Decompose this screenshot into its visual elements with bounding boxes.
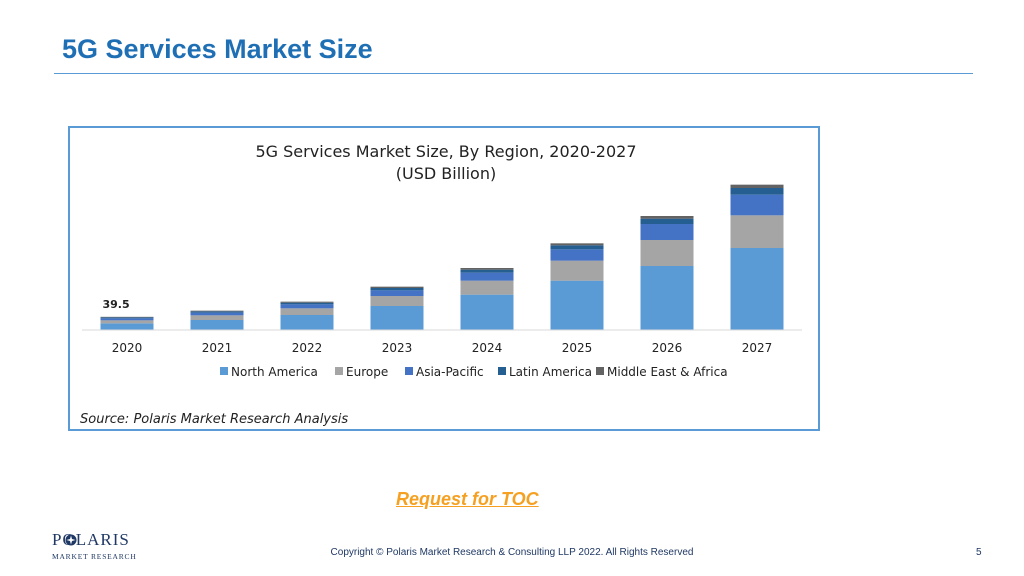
bar-north-america-2024 — [460, 294, 514, 330]
request-toc-link[interactable]: Request for TOC — [396, 489, 539, 509]
stacked-bar-chart: 2020 2021 2022 2023 2024 2025 2026 2027 39.5 Nort… — [82, 184, 802, 379]
logo-subtitle: MARKET RESEARCH — [52, 552, 137, 561]
x-tick-label-2027: 2027 — [742, 341, 773, 355]
bar-asia-pacific-2027 — [730, 194, 784, 216]
bar-asia-pacific-2022 — [280, 304, 334, 309]
x-tick-label-2020: 2020 — [112, 341, 143, 355]
chart-title: 5G Services Market Size, By Region, 2020… — [255, 142, 637, 161]
bar-asia-pacific-2024 — [460, 272, 514, 281]
polaris-logo: POLARIS MARKET RESEARCH — [52, 530, 142, 564]
legend-swatch-north-america — [220, 367, 228, 375]
bar-middle-east-africa-2021 — [190, 310, 244, 312]
x-tick-label-2026: 2026 — [652, 341, 683, 355]
bar-north-america-2023 — [370, 306, 424, 330]
bar-north-america-2027 — [730, 248, 784, 330]
copyright-notice: Copyright © Polaris Market Research & Co… — [330, 547, 694, 558]
bar-north-america-2022 — [280, 315, 334, 330]
bar-north-america-2020 — [100, 323, 154, 330]
bar-europe-2026 — [640, 240, 694, 266]
bar-latin-america-2023 — [370, 288, 424, 291]
bar-europe-2020 — [100, 320, 154, 324]
bar-asia-pacific-2023 — [370, 290, 424, 296]
chart-source-note: Source: Polaris Market Research Analysis — [80, 412, 349, 427]
bar-europe-2025 — [550, 260, 604, 281]
legend-swatch-middle-east-africa — [596, 367, 604, 375]
legend-label-middle-east-africa: Middle East & Africa — [607, 365, 728, 379]
bar-latin-america-2020 — [100, 317, 154, 319]
legend-label-asia-pacific: Asia-Pacific — [416, 365, 484, 379]
bar-latin-america-2021 — [190, 311, 244, 313]
legend-swatch-asia-pacific — [405, 367, 413, 375]
bar-europe-2024 — [460, 280, 514, 295]
chart-panel: 5G Services Market Size, By Region, 2020… — [68, 126, 820, 431]
bar-middle-east-africa-2026 — [640, 216, 694, 219]
bar-europe-2027 — [730, 215, 784, 248]
bar-asia-pacific-2021 — [190, 312, 244, 316]
bar-north-america-2025 — [550, 280, 604, 330]
bar-middle-east-africa-2027 — [730, 184, 784, 188]
bar-europe-2021 — [190, 315, 244, 320]
bar-latin-america-2027 — [730, 188, 784, 195]
bar-europe-2023 — [370, 296, 424, 306]
title-divider — [54, 73, 973, 74]
legend-label-europe: Europe — [346, 365, 388, 379]
x-tick-label-2023: 2023 — [382, 341, 413, 355]
star-icon — [65, 534, 77, 546]
legend-swatch-latin-america — [498, 367, 506, 375]
legend-label-north-america: North America — [231, 365, 318, 379]
legend-swatch-europe — [335, 367, 343, 375]
bar-north-america-2026 — [640, 266, 694, 330]
bar-asia-pacific-2025 — [550, 249, 604, 261]
bar-latin-america-2022 — [280, 302, 334, 305]
chart-subtitle: (USD Billion) — [395, 164, 497, 183]
bar-asia-pacific-2020 — [100, 318, 154, 321]
bar-latin-america-2026 — [640, 218, 694, 224]
bar-middle-east-africa-2022 — [280, 301, 334, 303]
bar-asia-pacific-2026 — [640, 224, 694, 240]
bar-latin-america-2025 — [550, 245, 604, 250]
bar-middle-east-africa-2025 — [550, 243, 604, 246]
bar-europe-2022 — [280, 308, 334, 315]
page-title: 5G Services Market Size — [62, 34, 373, 64]
bar-middle-east-africa-2020 — [100, 316, 154, 318]
bar-north-america-2021 — [190, 320, 244, 330]
legend-label-latin-america: Latin America — [509, 365, 592, 379]
page-number: 5 — [976, 547, 982, 558]
x-tick-label-2021: 2021 — [202, 341, 233, 355]
x-tick-label-2025: 2025 — [562, 341, 593, 355]
bar-middle-east-africa-2024 — [460, 268, 514, 270]
x-tick-label-2022: 2022 — [292, 341, 323, 355]
bar-middle-east-africa-2023 — [370, 286, 424, 288]
data-label-2020: 39.5 — [103, 298, 130, 311]
bar-latin-america-2024 — [460, 269, 514, 273]
x-tick-label-2024: 2024 — [472, 341, 503, 355]
